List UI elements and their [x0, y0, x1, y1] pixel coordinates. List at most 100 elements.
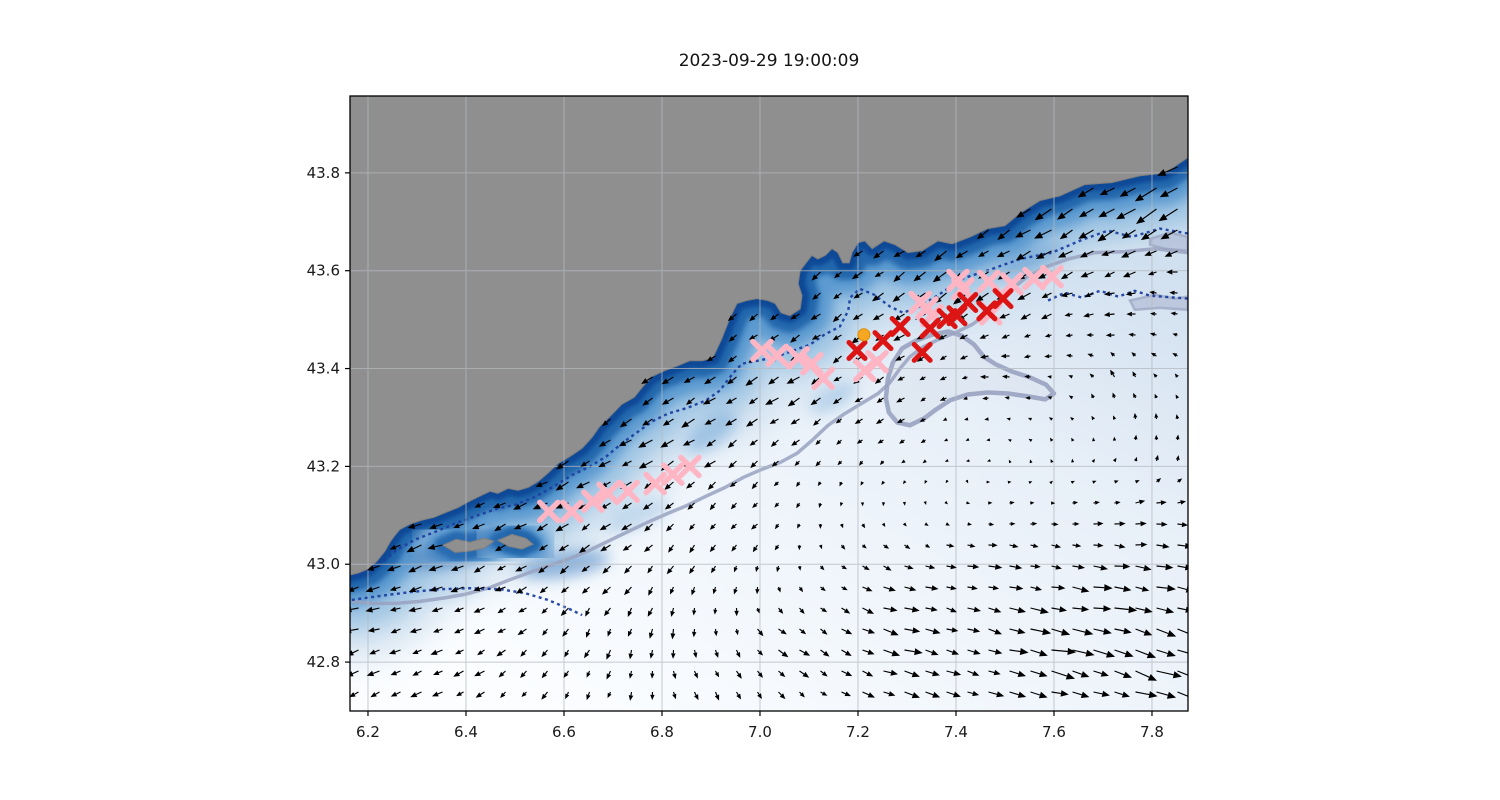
current-arrow: [1128, 271, 1136, 276]
current-arrow-head: [815, 461, 821, 467]
current-arrow-head: [899, 439, 905, 444]
current-arrow-head: [496, 565, 504, 571]
current-arrow: [983, 250, 989, 255]
current-arrow-head: [1064, 312, 1071, 317]
current-arrow: [862, 628, 869, 632]
current-arrow: [982, 229, 989, 236]
current-arrow-head: [791, 440, 798, 446]
current-arrow: [608, 649, 612, 655]
current-arrow: [988, 649, 996, 653]
current-arrow-head: [797, 545, 802, 551]
current-arrow: [372, 670, 380, 674]
current-arrow-head: [790, 336, 797, 343]
current-arrow-head: [769, 419, 776, 424]
current-arrow: [395, 670, 401, 674]
current-arrow: [648, 523, 653, 528]
red-x-marker: [911, 341, 933, 363]
current-arrow: [1072, 607, 1082, 610]
current-arrow-head: [601, 588, 609, 595]
current-arrow: [859, 418, 863, 422]
current-arrow: [862, 649, 869, 653]
current-arrow-head: [752, 546, 758, 553]
current-arrow-head: [1133, 456, 1138, 462]
axes-spines: [349, 95, 1189, 712]
current-arrow-head: [687, 504, 694, 510]
current-arrow-head: [832, 335, 839, 341]
current-arrow-head: [1091, 415, 1095, 421]
current-arrow: [353, 586, 359, 590]
current-arrow-head: [1032, 543, 1039, 548]
current-arrow-head: [1084, 628, 1094, 636]
current-arrow: [860, 439, 863, 442]
current-arrow-head: [703, 461, 712, 468]
current-arrow-head: [888, 586, 896, 592]
current-arrow: [902, 439, 905, 442]
current-arrow: [883, 565, 887, 569]
current-arrow-head: [536, 525, 544, 532]
current-arrow: [692, 586, 696, 591]
current-arrow: [585, 523, 590, 528]
current-arrow-head: [1070, 480, 1075, 484]
current-arrow: [967, 586, 972, 589]
current-arrow: [799, 628, 803, 632]
current-arrow-head: [1124, 650, 1134, 658]
current-arrow: [478, 523, 485, 528]
current-arrow-head: [1170, 311, 1176, 316]
current-arrow: [923, 376, 926, 379]
current-arrow: [544, 691, 548, 696]
current-arrow-head: [893, 251, 901, 258]
current-arrow: [946, 565, 952, 568]
current-arrow: [1156, 586, 1168, 589]
current-arrow-head: [821, 691, 828, 696]
current-arrow-head: [919, 376, 925, 381]
current-arrow: [925, 691, 934, 696]
current-arrow-head: [839, 502, 844, 507]
current-arrow-head: [702, 398, 711, 405]
current-arrow: [436, 649, 443, 653]
current-arrow: [815, 397, 821, 402]
current-arrow: [457, 565, 464, 569]
current-arrow-head: [758, 630, 764, 637]
current-arrow: [967, 565, 974, 568]
current-arrow: [414, 586, 422, 590]
current-arrow-head: [776, 567, 781, 573]
current-arrow: [899, 313, 905, 318]
current-arrow: [667, 397, 674, 402]
current-arrow: [459, 607, 464, 611]
current-arrow-head: [704, 419, 712, 425]
current-arrow: [626, 460, 632, 464]
current-arrow: [502, 628, 506, 632]
current-arrow: [523, 649, 527, 653]
current-arrow: [732, 313, 737, 318]
current-arrow-head: [1099, 189, 1108, 196]
current-arrow-head: [873, 252, 881, 259]
current-arrow-head: [1016, 585, 1024, 591]
current-arrow-head: [995, 564, 1003, 570]
current-arrow: [458, 523, 464, 527]
current-arrow-head: [1172, 353, 1178, 357]
current-arrow-head: [433, 628, 440, 633]
current-arrow-head: [365, 586, 374, 593]
current-arrow-head: [602, 420, 609, 427]
current-arrow-head: [606, 653, 611, 660]
current-arrow: [1072, 586, 1082, 591]
current-arrow-head: [777, 587, 781, 593]
current-arrow: [898, 250, 905, 255]
current-arrow: [1009, 670, 1019, 675]
current-arrow: [1167, 187, 1178, 194]
plot-title: 2023-09-29 19:00:09: [678, 51, 860, 71]
current-arrow-head: [1149, 332, 1156, 337]
current-arrow-head: [749, 440, 756, 446]
current-arrow: [1021, 229, 1031, 235]
current-arrow-head: [1024, 374, 1030, 379]
current-arrow: [500, 586, 506, 590]
current-arrow: [414, 607, 422, 611]
current-arrow: [582, 481, 590, 486]
current-arrow-head: [1162, 543, 1170, 549]
current-arrow-head: [1185, 606, 1188, 613]
current-arrow-head: [874, 272, 881, 277]
current-arrow-head: [930, 606, 938, 612]
current-arrow: [479, 586, 485, 590]
current-arrow: [1135, 691, 1150, 696]
current-arrow-head: [924, 522, 929, 526]
